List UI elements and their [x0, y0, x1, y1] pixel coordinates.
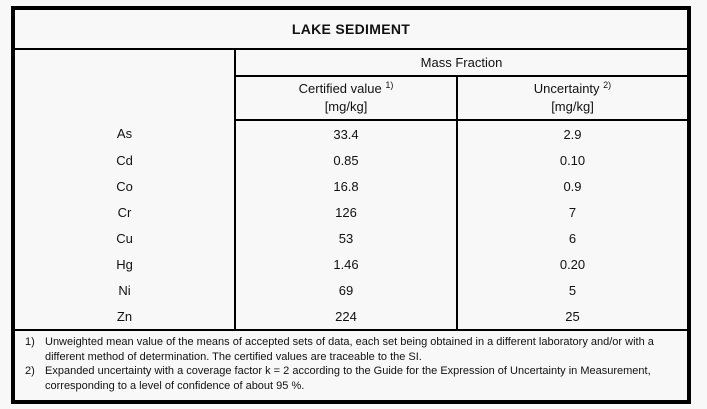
- table-row-ni: Ni 69 5: [13, 277, 689, 303]
- certified-value-unit: [mg/kg]: [324, 99, 368, 114]
- uncertainty-value: 0.9: [563, 178, 582, 194]
- footnote-1-marker: 1): [25, 336, 35, 348]
- uncertainty-value: 5: [568, 282, 577, 298]
- table-row-as: As 33.4 2.9: [13, 120, 689, 147]
- table-row-cd: Cd 0.85 0.10: [13, 147, 689, 173]
- group-header-row: Mass Fraction: [13, 49, 689, 120]
- column-header-uncertainty: Uncertainty 2) [mg/kg]: [457, 76, 689, 121]
- certified-value-label: Certified value: [298, 81, 382, 97]
- uncertainty-label: Uncertainty: [533, 81, 600, 97]
- certified-value: 16.8: [235, 173, 458, 199]
- element-symbol: Zn: [13, 303, 236, 330]
- table-title: LAKE SEDIMENT: [13, 8, 689, 50]
- element-column-blank-header: [13, 49, 236, 120]
- certificate-table: LAKE SEDIMENT Mass Fraction Certified va…: [11, 6, 691, 404]
- footnotes-row: 1) Unweighted mean value of the means of…: [13, 329, 689, 402]
- uncertainty-value: 2.9: [563, 126, 582, 142]
- certified-value: 33.4: [235, 120, 458, 147]
- footnote-1: 1) Unweighted mean value of the means of…: [19, 335, 679, 364]
- table-row-hg: Hg 1.46 0.20: [13, 251, 689, 277]
- certified-value: 53: [235, 225, 458, 251]
- element-symbol: Cd: [13, 147, 236, 173]
- title-row: LAKE SEDIMENT: [13, 8, 689, 50]
- uncertainty-value: 6: [568, 230, 577, 246]
- element-symbol: Cu: [13, 225, 236, 251]
- certified-value: 0.85: [235, 147, 458, 173]
- element-symbol: Hg: [13, 251, 236, 277]
- group-header-mass-fraction: Mass Fraction: [235, 49, 689, 77]
- certified-value: 224: [235, 303, 458, 330]
- element-symbol: Co: [13, 173, 236, 199]
- uncertainty-unit: [mg/kg]: [551, 99, 594, 114]
- element-symbol: As: [13, 120, 236, 147]
- column-header-row: Certified value 1) [mg/kg] Uncertainty 2…: [13, 76, 689, 121]
- uncertainty-value: 25: [565, 308, 580, 324]
- column-header-certified-value: Certified value 1) [mg/kg]: [235, 76, 458, 121]
- uncertainty-value: 0.20: [559, 256, 586, 272]
- footnote-1-text: Unweighted mean value of the means of ac…: [45, 336, 654, 363]
- certified-value: 1.46: [235, 251, 458, 277]
- footnote-ref-1: 1): [385, 80, 394, 91]
- certified-value: 69: [235, 277, 458, 303]
- footnotes-section: 1) Unweighted mean value of the means of…: [13, 329, 689, 402]
- table-row-co: Co 16.8 0.9: [13, 173, 689, 199]
- table-row-cr: Cr 126 7: [13, 199, 689, 225]
- element-symbol: Cr: [13, 199, 236, 225]
- uncertainty-value: 0.10: [559, 152, 586, 168]
- footnote-ref-2: 2): [603, 80, 612, 91]
- element-symbol: Ni: [13, 277, 236, 303]
- footnote-2-marker: 2): [25, 365, 35, 378]
- table-row-cu: Cu 53 6: [13, 225, 689, 251]
- table-row-zn: Zn 224 25: [13, 303, 689, 330]
- certified-value: 126: [235, 199, 458, 225]
- uncertainty-value: 7: [568, 204, 577, 220]
- footnote-2: 2) Expanded uncertainty with a coverage …: [19, 364, 679, 393]
- footnote-2-text: Expanded uncertainty with a coverage fac…: [45, 365, 651, 393]
